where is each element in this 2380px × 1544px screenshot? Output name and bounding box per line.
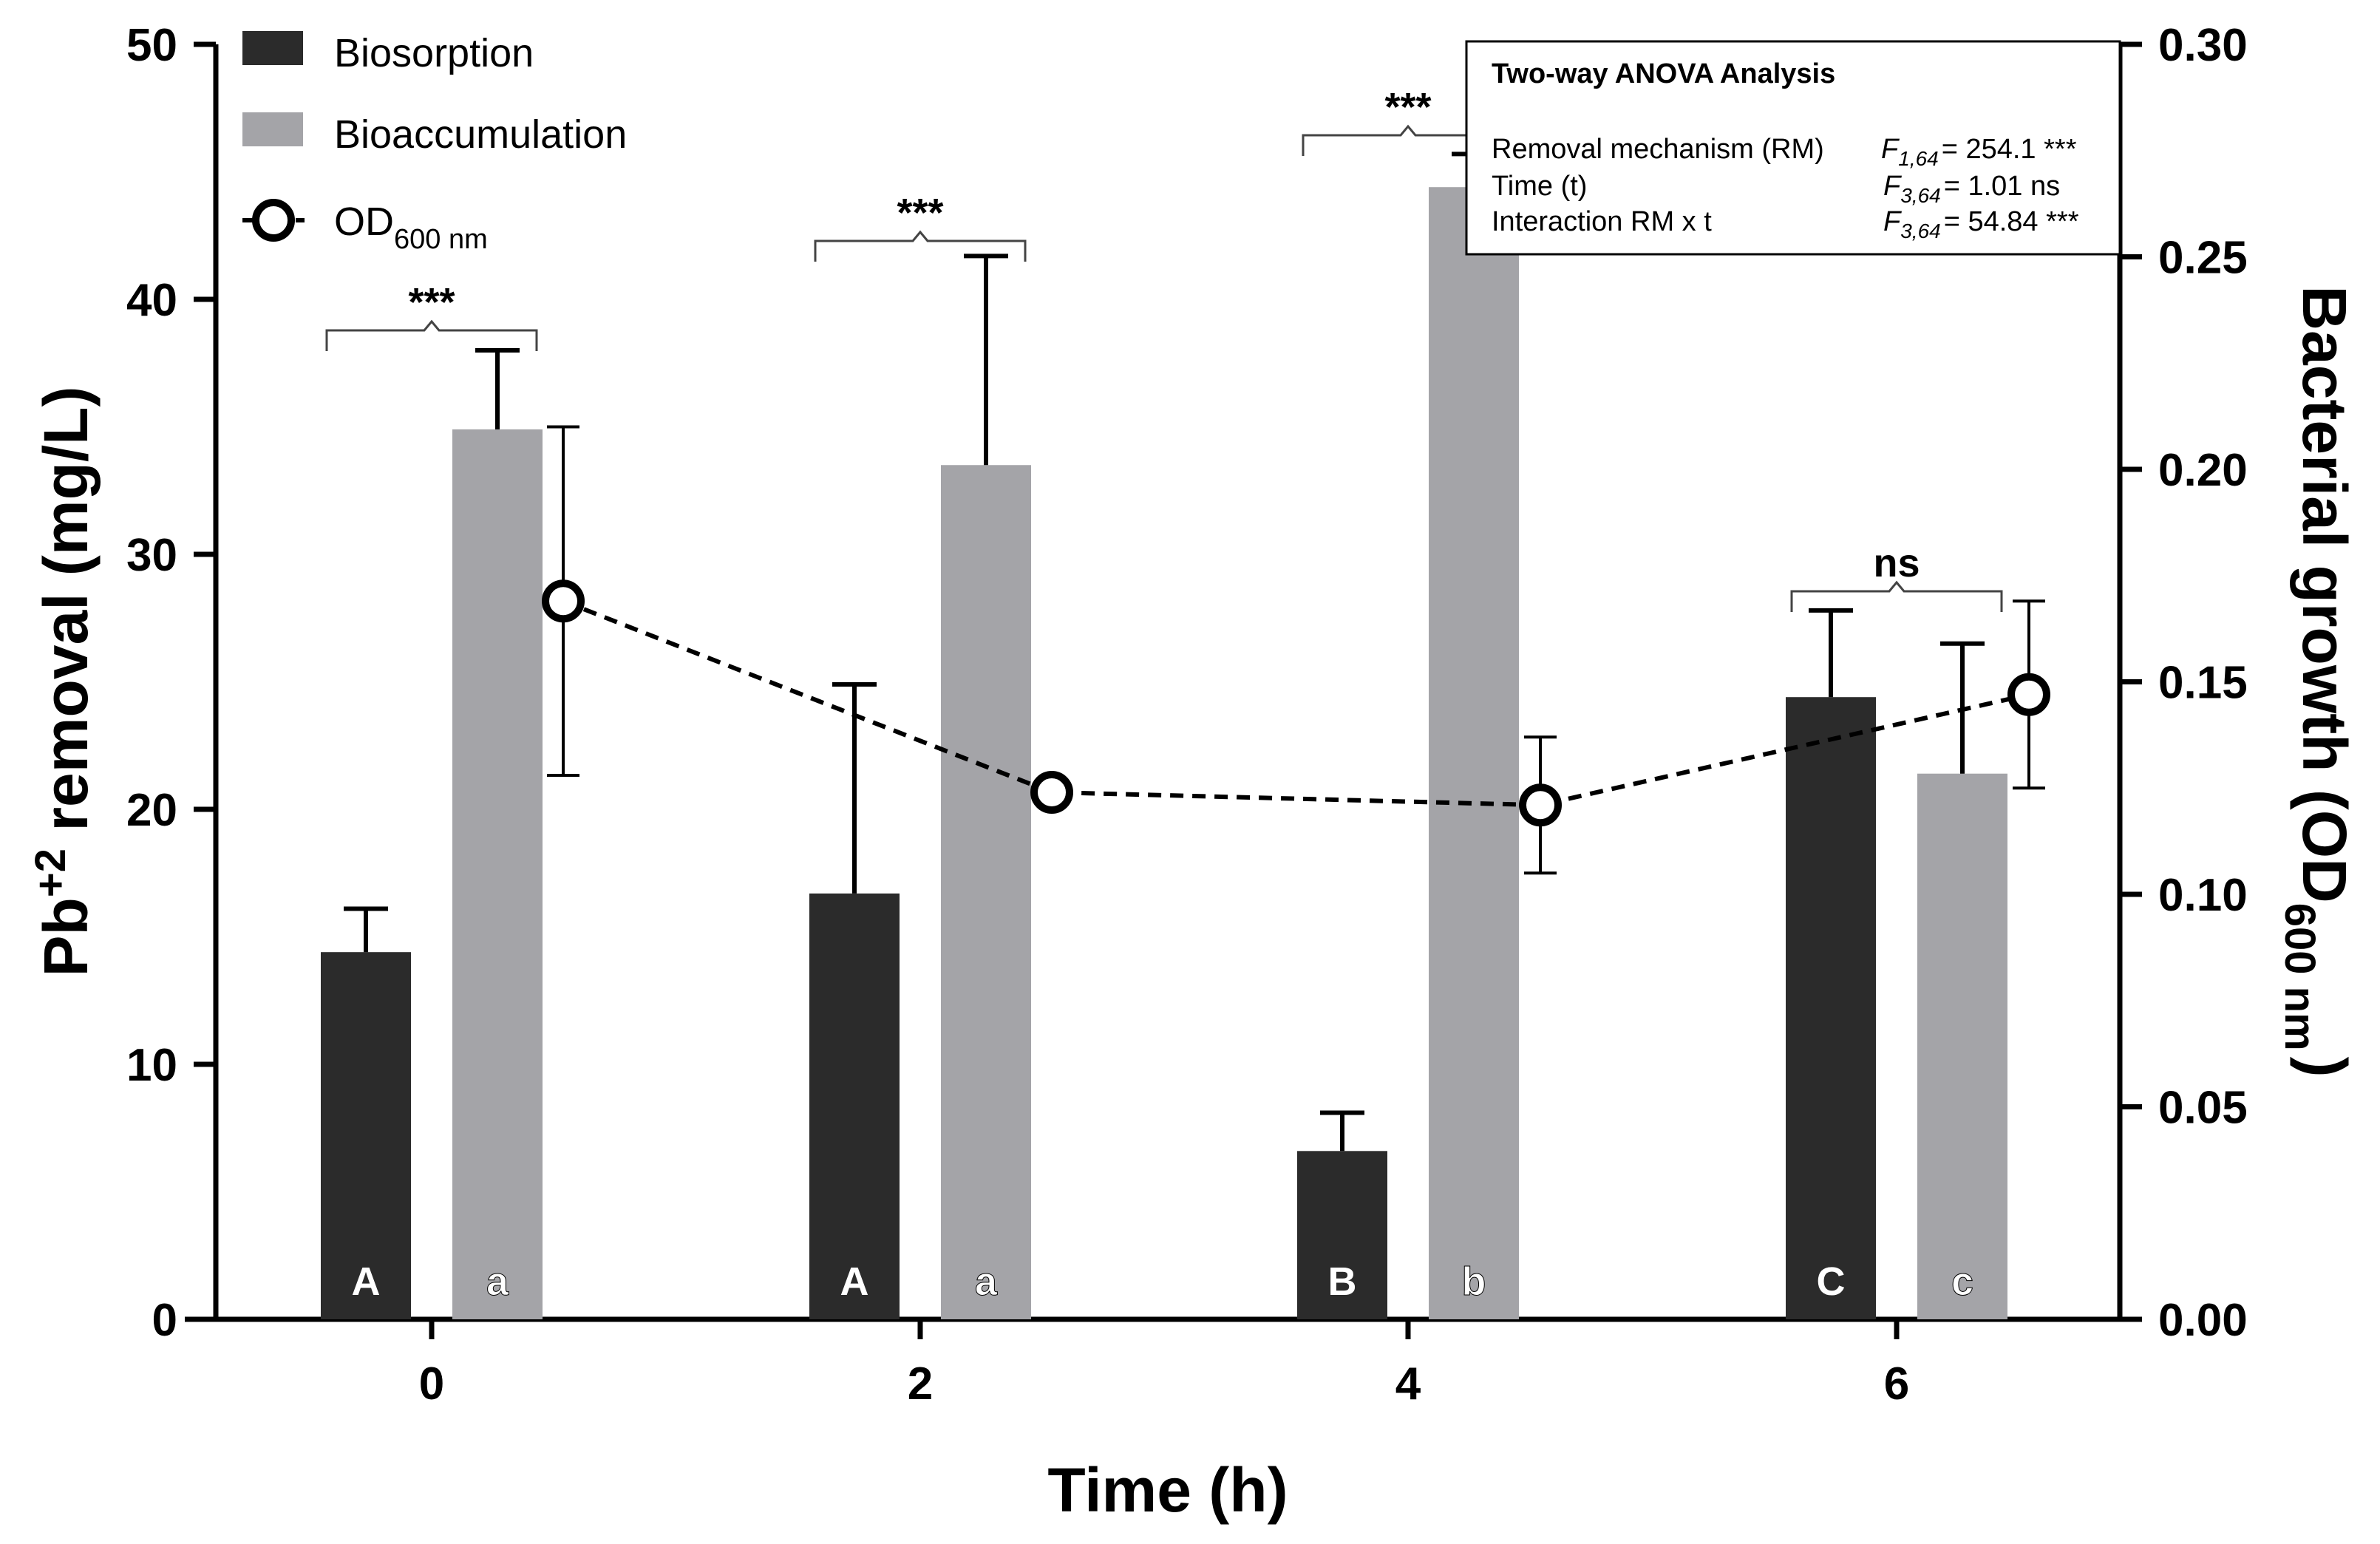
anova-stat-symbol: F [1881, 134, 1900, 165]
anova-box-frame [1465, 40, 2121, 256]
left-tick-label: 20 [126, 785, 177, 836]
significance-label: ns [1873, 541, 1920, 585]
anova-stat-symbol: F [1883, 206, 1902, 237]
od-series [542, 425, 2050, 875]
significance-label: *** [897, 191, 943, 235]
right-tick-label: 0.20 [2158, 445, 2248, 496]
left-axis-title-sup: +2 [27, 848, 75, 897]
legend-swatch-bioaccumulation [242, 112, 303, 146]
right-axis-title-close: ) [2290, 1057, 2359, 1078]
x-axis-title: Time (h) [1047, 1455, 1288, 1525]
anova-row-stat: F3,64 = 1.01 ns [1883, 171, 2060, 207]
od-point [1030, 771, 1073, 814]
od-point [542, 579, 585, 623]
left-tick-label: 50 [126, 20, 177, 71]
bar-group-letter: A [840, 1259, 869, 1304]
bar-group-letter: c [1951, 1259, 1973, 1304]
significance-label: *** [1384, 85, 1431, 129]
legend-label-od: OD600 nm [334, 200, 488, 255]
bar-biosorption [321, 952, 411, 1319]
significance-bracket [1790, 580, 2003, 612]
x-axis-ticks: 0 2 4 6 [419, 1319, 1909, 1409]
bar-bioaccumulation [1429, 187, 1519, 1320]
right-tick-label: 0.05 [2158, 1083, 2248, 1134]
left-axis-title-base: Pb [31, 897, 101, 976]
right-tick-label: 0.00 [2158, 1295, 2248, 1346]
significance-bracket [814, 230, 1027, 262]
anova-stat-symbol: F [1883, 171, 1902, 202]
legend-label-od-main: OD [334, 200, 394, 244]
bar-group-letter: a [486, 1259, 509, 1304]
legend-label-bioaccumulation: Bioaccumulation [334, 112, 627, 157]
left-axis-title: Pb+2 removal (mg/L) [27, 387, 101, 977]
significance-bracket [325, 319, 538, 351]
anova-stat-value: = 54.84 *** [1944, 206, 2079, 237]
right-tick-label: 0.10 [2158, 870, 2248, 921]
bar-biosorption [1297, 1151, 1387, 1319]
anova-stat-df: 1,64 [1898, 147, 1939, 170]
bar-group-letter: B [1328, 1259, 1357, 1304]
right-axis-title-main: Bacterial growth (OD [2290, 285, 2359, 902]
bars: A A B Ca a b c [321, 152, 2007, 1320]
x-tick-label: 2 [908, 1358, 933, 1409]
left-tick-label: 0 [152, 1295, 177, 1346]
right-axis-title-sub: 600 nm [2276, 903, 2324, 1051]
bar-bioaccumulation [1917, 773, 2007, 1319]
x-tick-label: 4 [1395, 1358, 1421, 1409]
left-tick-label: 30 [126, 530, 177, 581]
right-axis-title: Bacterial growth (OD600 nm) [2276, 285, 2359, 1077]
legend-label-biosorption: Biosorption [334, 31, 534, 75]
bar-biosorption [1786, 697, 1876, 1319]
anova-stat-value: = 254.1 *** [1942, 134, 2077, 165]
x-tick-label: 0 [419, 1358, 444, 1409]
bar-group-letter: C [1817, 1259, 1846, 1304]
legend-swatch-biosorption [242, 31, 303, 65]
od-point [1519, 783, 1562, 827]
anova-title: Two-way ANOVA Analysis [1492, 58, 1835, 89]
legend-label-od-sub: 600 nm [394, 224, 488, 255]
right-tick-label: 0.25 [2158, 233, 2248, 284]
left-axis-ticks: 0 10 20 30 40 50 [126, 20, 216, 1346]
bar-group-letter: a [975, 1259, 998, 1304]
left-tick-label: 40 [126, 275, 177, 326]
bar-group-letter: A [352, 1259, 381, 1304]
left-tick-label: 10 [126, 1040, 177, 1091]
right-axis-ticks: 0.00 0.05 0.10 0.15 0.20 0.25 0.30 [2120, 20, 2248, 1346]
bar-biosorption [809, 893, 900, 1319]
right-tick-label: 0.15 [2158, 658, 2248, 709]
legend: Biosorption Bioaccumulation OD600 nm [242, 31, 627, 255]
bar-bioaccumulation [452, 429, 543, 1320]
right-tick-label: 0.30 [2158, 20, 2248, 71]
od-point [2007, 673, 2050, 716]
anova-box: Two-way ANOVA Analysis Removal mechanism… [1465, 40, 2121, 256]
anova-row-label: Time (t) [1492, 171, 1587, 202]
anova-stat-value: = 1.01 ns [1944, 171, 2060, 202]
legend-marker-od [252, 199, 295, 242]
anova-stat-df: 3,64 [1900, 220, 1941, 242]
anova-row-stat: F3,64 = 54.84 *** [1883, 206, 2079, 242]
left-axis-title-rest: removal (mg/L) [31, 387, 101, 848]
bar-bioaccumulation [941, 465, 1031, 1319]
significance-brackets: *** *** *** ns [325, 85, 2003, 612]
significance-label: *** [408, 280, 455, 324]
anova-row-stat: F1,64 = 254.1 *** [1881, 134, 2077, 170]
anova-stat-df: 3,64 [1900, 184, 1941, 207]
anova-row-label: Interaction RM x t [1492, 206, 1712, 237]
anova-row-label: Removal mechanism (RM) [1492, 134, 1824, 165]
bar-group-letter: b [1462, 1259, 1486, 1304]
x-tick-label: 6 [1884, 1358, 1909, 1409]
